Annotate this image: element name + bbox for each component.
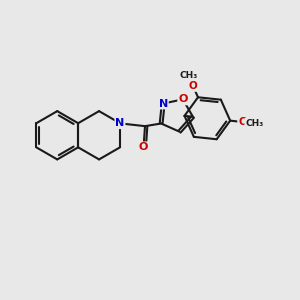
Text: CH₃: CH₃ [179, 71, 197, 80]
Text: N: N [159, 98, 168, 109]
Text: O: O [139, 142, 148, 152]
Text: O: O [189, 81, 197, 91]
Text: N: N [116, 118, 124, 128]
Text: O: O [238, 117, 247, 127]
Text: CH₃: CH₃ [245, 119, 263, 128]
Text: O: O [178, 94, 188, 104]
